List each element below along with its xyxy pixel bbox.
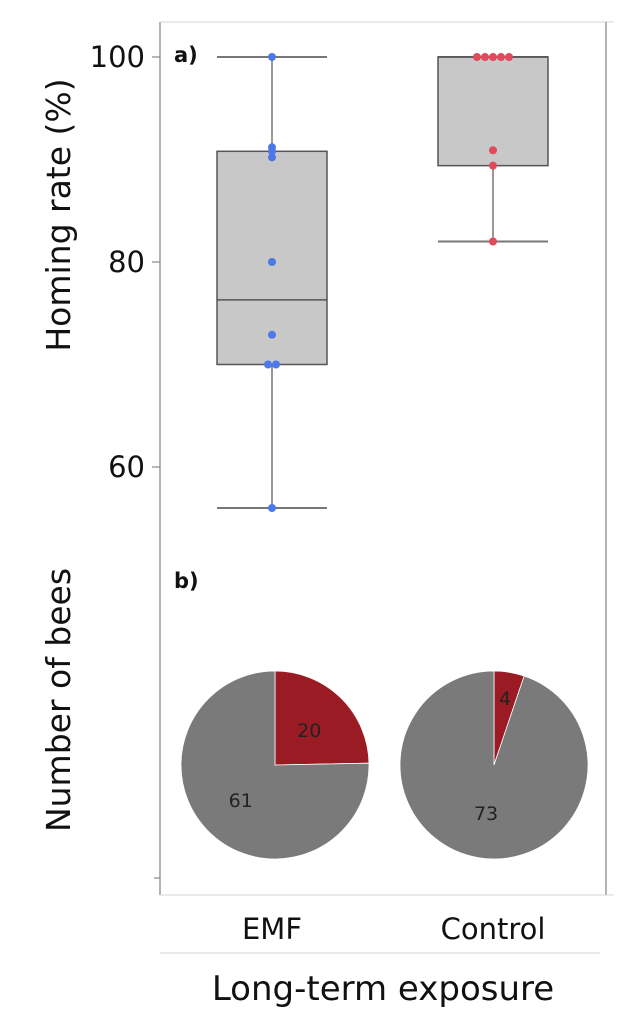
data-point — [473, 53, 481, 61]
pie-slice-label: 20 — [297, 720, 321, 742]
pie-slice-label: 4 — [499, 688, 511, 710]
y-tick-label: 80 — [108, 245, 145, 279]
data-point — [268, 153, 276, 162]
y-axis-ticks: 60 80 100 — [90, 40, 160, 484]
data-point — [497, 53, 505, 61]
data-point — [489, 146, 497, 155]
data-point — [268, 504, 276, 512]
pie-charts: 20 61 4 73 — [180, 670, 589, 860]
data-point — [268, 53, 276, 61]
data-point — [272, 360, 280, 369]
category-label-emf: EMF — [242, 912, 302, 946]
data-point — [489, 161, 497, 170]
box-plots — [216, 53, 549, 512]
data-point — [489, 237, 497, 246]
y-tick-label: 60 — [108, 450, 145, 484]
x-axis-label: Long-term exposure — [212, 969, 554, 1009]
data-point — [268, 330, 276, 339]
box-emf — [216, 150, 328, 366]
pie-slice-label: 61 — [229, 790, 253, 812]
data-point — [481, 53, 489, 61]
y-axis-label-homing: Homing rate (%) — [39, 78, 78, 351]
category-label-control: Control — [441, 912, 546, 946]
data-point — [268, 258, 276, 266]
pie-slice-label: 73 — [474, 803, 498, 825]
panel-b-label: b) — [174, 569, 199, 593]
data-point — [268, 147, 276, 156]
data-point — [489, 53, 497, 61]
pie-slice-emf-1 — [180, 670, 370, 860]
y-tick-label: 100 — [90, 40, 145, 74]
pie-slice-emf-0 — [274, 670, 370, 766]
plot-frame — [159, 21, 614, 954]
data-point — [505, 53, 513, 61]
panel-a-label: a) — [174, 43, 198, 67]
pie-slice-control-1 — [399, 670, 589, 860]
y-axis-label-bees: Number of bees — [39, 568, 78, 832]
data-point — [264, 360, 272, 369]
